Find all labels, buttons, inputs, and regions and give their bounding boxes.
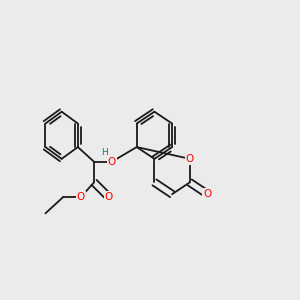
Text: O: O [105, 192, 113, 202]
Text: O: O [108, 157, 116, 167]
Text: O: O [77, 192, 85, 202]
Text: H: H [101, 148, 108, 158]
Text: O: O [186, 154, 194, 164]
Text: O: O [203, 189, 211, 199]
